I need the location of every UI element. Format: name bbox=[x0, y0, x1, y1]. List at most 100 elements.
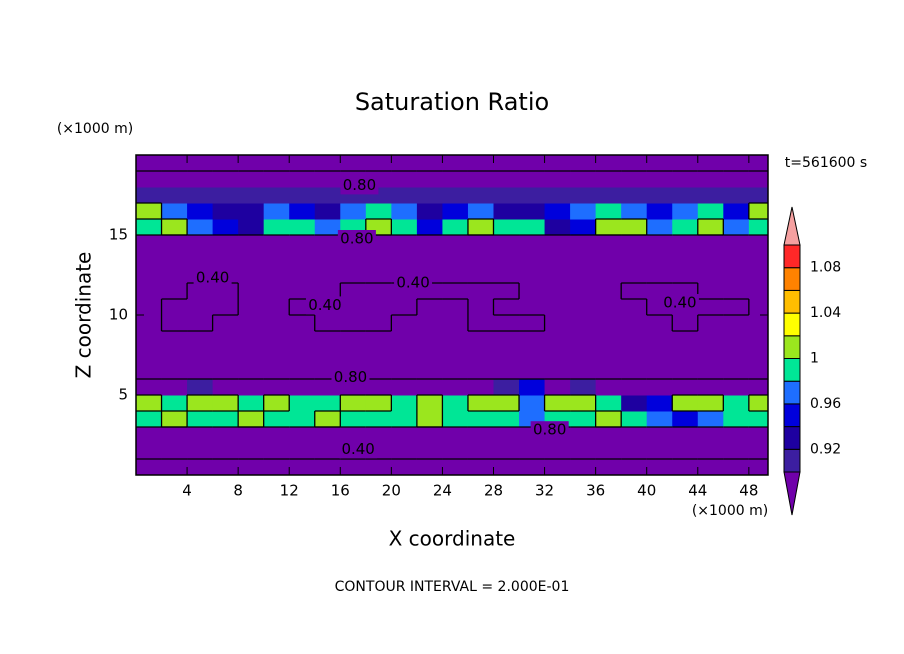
field-cell bbox=[544, 363, 571, 380]
field-cell bbox=[621, 155, 648, 172]
field-cell bbox=[263, 427, 290, 444]
contour-label-bg bbox=[331, 368, 370, 387]
field-cell bbox=[672, 347, 699, 364]
field-cell bbox=[289, 283, 316, 300]
field-cell bbox=[723, 187, 750, 204]
colorbar-box bbox=[783, 448, 801, 473]
field-cell bbox=[748, 187, 768, 204]
field-cell bbox=[391, 443, 418, 460]
field-cell bbox=[723, 251, 750, 268]
field-cell bbox=[340, 315, 367, 332]
field-cell bbox=[314, 251, 341, 268]
field-cell bbox=[187, 219, 214, 236]
field-cell bbox=[365, 283, 392, 300]
field-cell bbox=[672, 411, 699, 428]
field-cell bbox=[646, 219, 673, 236]
contour-label: 0.80 bbox=[334, 368, 367, 386]
field-cell bbox=[416, 251, 443, 268]
field-cell bbox=[187, 187, 214, 204]
field-cell bbox=[697, 363, 724, 380]
field-cell bbox=[493, 219, 520, 236]
field-cell bbox=[519, 347, 546, 364]
field-cell bbox=[493, 363, 520, 380]
field-cell bbox=[442, 347, 469, 364]
field-cell bbox=[697, 171, 724, 188]
field-cell bbox=[595, 267, 622, 284]
field-cell bbox=[519, 363, 546, 380]
contour-label: 0.80 bbox=[533, 421, 566, 439]
field-cell bbox=[493, 331, 520, 348]
field-cell bbox=[340, 459, 367, 475]
contour-lines: 0.80 0.80 0.40 0.40 0.40 0.40 0.80 0.80 0.40 bbox=[136, 170, 768, 460]
colorbar-label: 0.96 bbox=[810, 396, 841, 412]
field-cell bbox=[365, 331, 392, 348]
field-cell bbox=[136, 379, 163, 396]
field-cell bbox=[416, 379, 443, 396]
field-cell bbox=[187, 235, 214, 252]
field-cell bbox=[238, 283, 265, 300]
field-cell bbox=[467, 315, 494, 332]
field-cell bbox=[493, 251, 520, 268]
field-cell bbox=[467, 411, 494, 428]
field-cell bbox=[519, 379, 546, 396]
field-cell bbox=[340, 267, 367, 284]
field-cell bbox=[238, 331, 265, 348]
colorbar-label: 1 bbox=[810, 351, 819, 367]
field-cell bbox=[391, 235, 418, 252]
field-cell bbox=[646, 235, 673, 252]
field-cell bbox=[748, 459, 768, 475]
field-cell bbox=[212, 187, 239, 204]
field-cell bbox=[748, 395, 768, 412]
field-cell bbox=[289, 155, 316, 172]
field-cell bbox=[672, 235, 699, 252]
field-cell bbox=[340, 427, 367, 444]
field-cell bbox=[212, 459, 239, 475]
field-cell bbox=[493, 235, 520, 252]
field-cell bbox=[697, 267, 724, 284]
field-cell bbox=[646, 443, 673, 460]
field-cell bbox=[442, 443, 469, 460]
field-cell bbox=[646, 171, 673, 188]
field-cell bbox=[238, 395, 265, 412]
colorbar-box bbox=[783, 335, 801, 359]
colorbar-label: 0.92 bbox=[810, 441, 841, 457]
field-cell bbox=[519, 443, 546, 460]
field-cell bbox=[544, 299, 571, 316]
field-cell bbox=[238, 315, 265, 332]
field-cell bbox=[442, 379, 469, 396]
field-cell bbox=[595, 187, 622, 204]
field-cell bbox=[187, 155, 214, 172]
contour-label: 0.40 bbox=[308, 296, 341, 314]
field-cell bbox=[672, 427, 699, 444]
field-cell bbox=[416, 459, 443, 475]
field-cell bbox=[748, 315, 768, 332]
field-cell bbox=[748, 155, 768, 172]
field-cell bbox=[697, 315, 724, 332]
field-cell bbox=[161, 379, 188, 396]
field-cell bbox=[314, 203, 341, 220]
field-cell bbox=[442, 187, 469, 204]
footer-note: CONTOUR INTERVAL = 2.000E-01 bbox=[335, 579, 570, 595]
field-cell bbox=[723, 235, 750, 252]
field-cell bbox=[723, 459, 750, 475]
field-cell bbox=[161, 347, 188, 364]
field-cell bbox=[519, 219, 546, 236]
field-cell bbox=[442, 171, 469, 188]
field-cell bbox=[748, 171, 768, 188]
field-cell bbox=[467, 331, 494, 348]
field-cell bbox=[365, 347, 392, 364]
field-cell bbox=[595, 427, 622, 444]
field-cell bbox=[391, 315, 418, 332]
field-cell bbox=[136, 283, 163, 300]
field-cell bbox=[136, 187, 163, 204]
field-cell bbox=[161, 203, 188, 220]
field-cell bbox=[621, 363, 648, 380]
colorbar-box bbox=[783, 244, 801, 269]
contour-label-bg bbox=[530, 421, 569, 440]
field-cell bbox=[136, 331, 163, 348]
field-cell bbox=[391, 251, 418, 268]
field-cell bbox=[289, 411, 316, 428]
field-cell bbox=[340, 395, 367, 412]
field-cell bbox=[467, 155, 494, 172]
field-cell bbox=[289, 235, 316, 252]
